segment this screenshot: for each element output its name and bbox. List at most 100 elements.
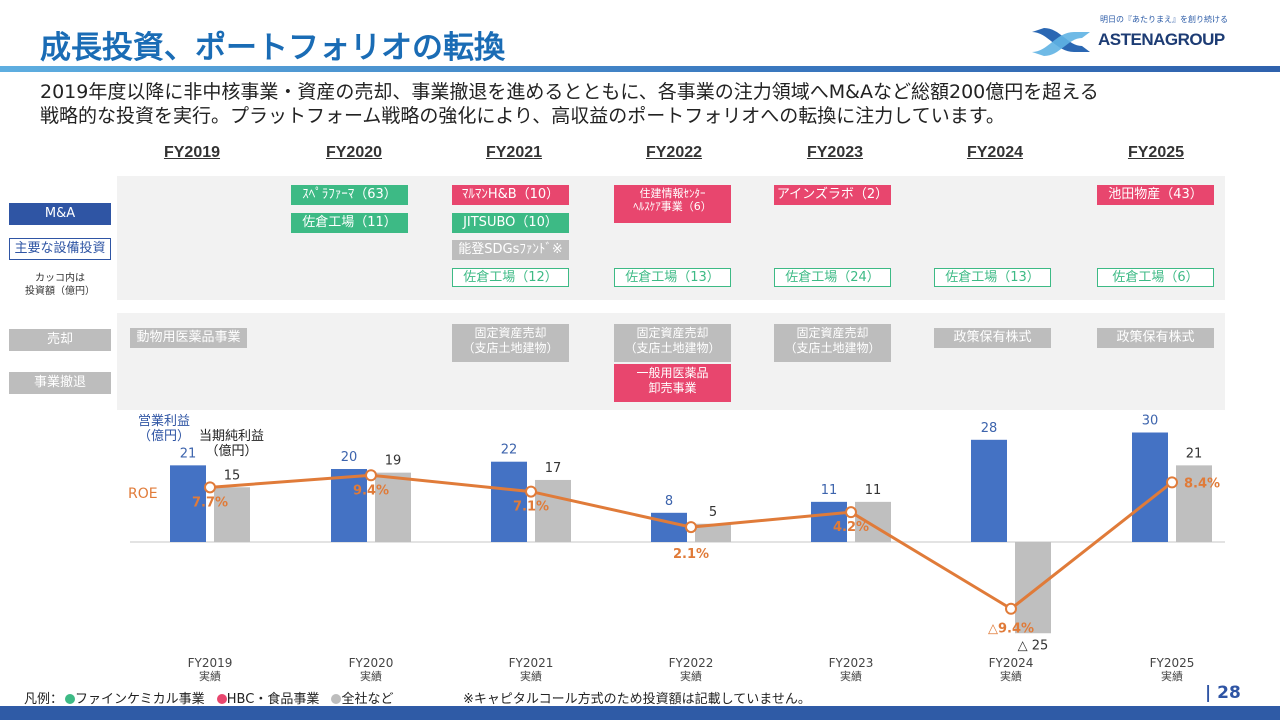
roe-point: [1166, 476, 1178, 489]
label-net-income: 5: [709, 505, 717, 520]
row-label-sale: 売却: [9, 329, 111, 351]
lead-line-2: 戦略的な投資を実行。プラットフォーム戦略の強化により、高収益のポートフォリオへの…: [40, 105, 1005, 127]
bar-operating-profit: [491, 461, 527, 542]
logo-wordmark: ASTENAGROUP: [1098, 30, 1225, 49]
ma-chip-sakura-fy2020: 佐倉工場（11）: [291, 213, 408, 233]
year-fy2019: FY2019: [163, 144, 221, 161]
x-category-sublabel: 実績: [1161, 670, 1183, 683]
bar-operating-profit: [170, 465, 206, 542]
legend-prefix: 凡例：: [24, 692, 64, 707]
sale-chip-fy2024: 政策保有株式: [934, 328, 1051, 348]
roe-label: 9.4%: [353, 483, 389, 498]
chip-line-1: 一般用医薬品: [636, 366, 709, 380]
year-fy2020: FY2020: [325, 144, 383, 161]
bar-net-income: [214, 487, 250, 542]
roe-label: 8.4%: [1184, 476, 1220, 491]
row-label-exit: 事業撤退: [9, 372, 111, 394]
sale-chip-fy2021: 固定資産売却 （支店土地建物）: [452, 324, 569, 362]
year-fy2024: FY2024: [966, 144, 1024, 161]
ma-chip-ikeda-bussan: 池田物産（43）: [1097, 185, 1214, 205]
x-category-year: FY2025: [1149, 656, 1195, 670]
ma-chip-ains-lab: アインズラボ（2）: [774, 185, 891, 205]
label-net-income: 21: [1186, 446, 1203, 461]
footer-bar: [0, 706, 1280, 720]
label-net-income: 17: [545, 461, 562, 476]
x-category-label: FY2024 実績: [971, 656, 1051, 684]
lead-paragraph: 2019年度以降に非中核事業・資産の売却、事業撤退を進めるとともに、各事業の注力…: [40, 80, 1240, 128]
net-income-label-line-1: 当期純利益: [199, 429, 265, 444]
net-income-label: 当期純利益 （億円）: [199, 429, 264, 459]
x-category-year: FY2019: [187, 656, 233, 670]
ma-chip-jyuken-joho: 住建情報ｾﾝﾀｰ ﾍﾙｽｹｱ事業（6）: [614, 185, 731, 223]
op-profit-label-line-1: 営業利益: [138, 414, 191, 429]
chip-line-2: （支店土地建物）: [624, 341, 721, 355]
roe-label: △9.4%: [988, 622, 1034, 637]
legend-item-fine-chemical: ファインケミカル事業: [75, 692, 205, 707]
chip-line-1: 固定資産売却: [796, 326, 869, 340]
x-category-label: FY2025 実績: [1132, 656, 1212, 684]
roe-point: [365, 469, 377, 482]
lead-line-1: 2019年度以降に非中核事業・資産の売却、事業撤退を進めるとともに、各事業の注力…: [40, 81, 1099, 103]
label-net-income: △ 25: [1018, 638, 1049, 653]
roe-point: [1005, 602, 1017, 615]
roe-label: 7.7%: [192, 495, 228, 510]
bar-operating-profit: [331, 469, 367, 542]
chip-line-2: ﾍﾙｽｹｱ事業（6）: [633, 200, 712, 213]
legend-dot-corporate: [331, 694, 342, 704]
chip-line-1: 住建情報ｾﾝﾀｰ: [639, 187, 706, 200]
ma-chip-spera-pharma: ｽﾍﾟﾗﾌｧｰﾏ（63）: [291, 185, 408, 205]
sale-chip-fy2023: 固定資産売却 （支店土地建物）: [774, 324, 891, 362]
chip-line-1: 固定資産売却: [474, 326, 547, 340]
label-operating-profit: 20: [341, 450, 358, 465]
bar-operating-profit: [651, 512, 687, 542]
label-operating-profit: 21: [180, 446, 197, 461]
ma-chip-jitsubo: JITSUBO（10）: [452, 213, 569, 233]
legend-dot-hbc-food: [216, 694, 227, 704]
bar-net-income: [1015, 542, 1051, 634]
x-category-label: FY2023 実績: [811, 656, 891, 684]
title-divider: [0, 66, 1280, 72]
legend-item-corporate: 全社など: [341, 692, 394, 707]
chip-line-2: （支店土地建物）: [784, 341, 881, 355]
x-category-sublabel: 実績: [199, 670, 221, 683]
x-category-label: FY2021 実績: [491, 656, 571, 684]
legend-item-hbc-food: HBC・食品事業: [226, 692, 320, 707]
x-category-sublabel: 実績: [1000, 670, 1022, 683]
capex-chip-fy2025: 佐倉工場（6）: [1097, 268, 1214, 287]
capex-chip-fy2021: 佐倉工場（12）: [452, 268, 569, 287]
chip-line-2: （支店土地建物）: [462, 341, 559, 355]
x-category-label: FY2020 実績: [331, 656, 411, 684]
x-category-sublabel: 実績: [680, 670, 702, 683]
row-label-capex: 主要な設備投資: [9, 238, 111, 260]
color-legend: 凡例： ファインケミカル事業 HBC・食品事業 全社など: [24, 688, 393, 707]
ma-chip-noto-fund: 能登SDGsﾌｧﾝﾄﾞ※: [452, 240, 569, 260]
x-category-sublabel: 実績: [840, 670, 862, 683]
year-fy2022: FY2022: [645, 144, 703, 161]
bar-operating-profit: [1132, 432, 1168, 542]
performance-chart: 21 15 20 19 22 17 8 5 11 11 28 △ 25 30 21 7.7% 9.4% 7.1%…: [130, 414, 1225, 653]
capex-chip-fy2022: 佐倉工場（13）: [614, 268, 731, 287]
bar-net-income: [535, 479, 571, 542]
sale-chip-fy2025: 政策保有株式: [1097, 328, 1214, 348]
exit-chip-fy2022: 一般用医薬品 卸売事業: [614, 364, 731, 402]
label-operating-profit: 22: [501, 443, 518, 458]
chip-line-1: 固定資産売却: [636, 326, 709, 340]
capex-chip-fy2023: 佐倉工場（24）: [774, 268, 891, 287]
x-category-sublabel: 実績: [520, 670, 542, 683]
note-line-2: 投資額（億円）: [25, 286, 95, 297]
page-title: 成長投資、ポートフォリオの転換: [40, 30, 505, 66]
bar-operating-profit: [971, 439, 1007, 542]
page-number: | 28: [1205, 683, 1241, 703]
footnote: ※キャピタルコール方式のため投資額は記載していません。: [463, 692, 811, 707]
year-header-row: FY2019 FY2020 FY2021 FY2022 FY2023 FY202…: [0, 144, 1280, 168]
roe-point: [845, 506, 857, 519]
x-category-sublabel: 実績: [360, 670, 382, 683]
capex-chip-fy2024: 佐倉工場（13）: [934, 268, 1051, 287]
x-category-year: FY2022: [668, 656, 714, 670]
roe-label: ROE: [128, 486, 158, 502]
label-operating-profit: 8: [665, 494, 673, 509]
year-fy2025: FY2025: [1127, 144, 1185, 161]
op-profit-label-line-2: （億円）: [138, 429, 191, 444]
x-category-year: FY2024: [988, 656, 1034, 670]
roe-point: [525, 485, 537, 498]
